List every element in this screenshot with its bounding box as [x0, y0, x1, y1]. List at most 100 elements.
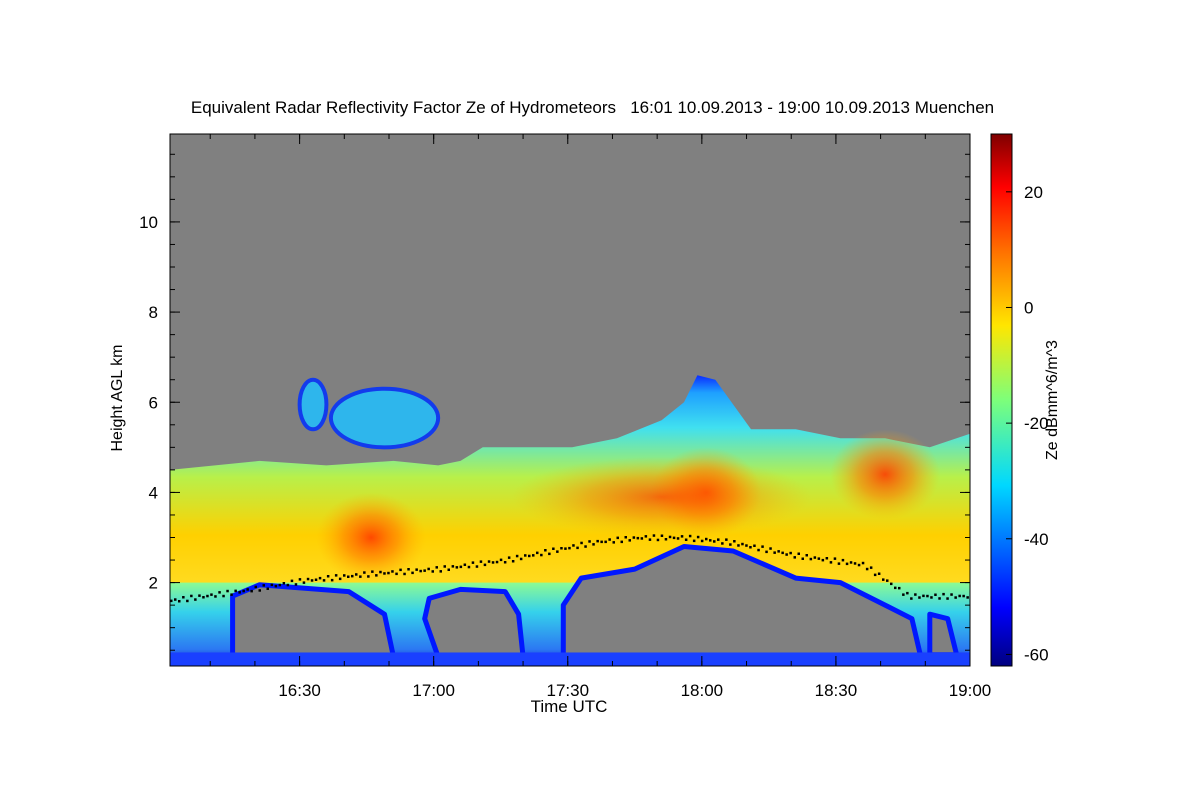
cloud-base-point — [210, 593, 213, 596]
colorbar-tick-label: -20 — [1024, 414, 1049, 433]
surface-clutter — [170, 652, 970, 666]
cloud-base-point — [672, 536, 676, 540]
cloud-base-point — [334, 574, 338, 577]
cloud-base-point — [938, 597, 941, 600]
cloud-base-point — [218, 591, 221, 594]
cloud-base-point — [290, 579, 294, 583]
cloud-base-point — [536, 551, 539, 555]
cloud-base-point — [238, 591, 241, 594]
cloud-base-point — [495, 560, 499, 564]
cloud-base-point — [942, 592, 945, 596]
cloud-base-point — [696, 535, 700, 539]
cloud-base-point — [592, 543, 595, 546]
cloud-base-point — [765, 550, 768, 554]
cloud-base-point — [415, 568, 418, 571]
colorbar-tick-label: -60 — [1024, 645, 1049, 664]
cloud-base-point — [483, 563, 487, 567]
cloud-base-point — [343, 574, 346, 577]
cloud-base-point — [624, 536, 627, 539]
cloud-base-point — [680, 535, 684, 538]
cloud-base-point — [387, 571, 390, 575]
cloud-base-point — [463, 563, 467, 566]
cloud-base-point — [286, 583, 290, 587]
colorbar-tick-label: 0 — [1024, 298, 1033, 317]
cloud-base-point — [363, 571, 366, 574]
colorbar-tick-label: 20 — [1024, 183, 1043, 202]
cloud-base-point — [745, 544, 748, 547]
x-tick-label: 19:00 — [949, 681, 992, 700]
cloud-base-point — [455, 566, 459, 569]
cloud-base-point — [596, 539, 599, 543]
cloud-base-point — [705, 537, 708, 541]
cloud-base-point — [322, 579, 326, 582]
cloud-base-point — [865, 567, 869, 571]
cloud-base-point — [560, 547, 563, 550]
cloud-base-point — [451, 565, 455, 568]
cloud-base-point — [813, 556, 817, 559]
cloud-base-point — [270, 583, 274, 587]
cloud-base-point — [572, 544, 575, 547]
cloud-base-point — [612, 541, 615, 544]
plot-frame — [169, 133, 971, 667]
cloud-base-point — [202, 596, 205, 599]
cloud-base-point — [930, 596, 933, 599]
upper-cloud-fragment — [297, 377, 329, 432]
reflectivity-core — [316, 492, 427, 583]
cloud-base-point — [845, 562, 849, 566]
cloud-base-point — [777, 550, 780, 553]
cloud-base-point — [966, 596, 969, 599]
cloud-base-point — [926, 594, 929, 598]
cloud-base-point — [194, 598, 197, 601]
cloud-base-point — [552, 547, 555, 550]
cloud-base-point — [403, 572, 406, 576]
reflectivity-band — [511, 456, 812, 537]
cloud-base-point — [351, 574, 354, 578]
cloud-base-point — [713, 540, 716, 543]
cloud-base-point — [793, 556, 796, 559]
cloud-base-point — [950, 593, 953, 596]
x-axis-label: Time UTC — [530, 697, 608, 716]
cloud-base-point — [922, 594, 925, 598]
cloud-base-point — [688, 534, 692, 538]
cloud-base-point — [877, 572, 881, 575]
cloud-base-point — [616, 536, 619, 540]
cloud-base-point — [809, 557, 813, 561]
cloud-base-point — [721, 542, 724, 545]
cloud-base-point — [906, 591, 909, 595]
cloud-base-point — [632, 536, 636, 539]
cloud-base-point — [890, 582, 893, 586]
cloud-base-point — [564, 547, 567, 550]
cloud-base-point — [439, 570, 442, 573]
cloud-base-point — [214, 595, 217, 598]
cloud-base-point — [330, 578, 334, 582]
cloud-base-point — [548, 552, 551, 556]
cloud-base-point — [648, 538, 652, 541]
cloud-base-point — [391, 570, 394, 573]
cloud-base-point — [902, 593, 905, 596]
cloud-base-point — [407, 568, 410, 571]
x-tick-label: 17:30 — [546, 681, 589, 700]
cloud-base-point — [644, 535, 648, 538]
cloud-base-point — [170, 599, 173, 603]
cloud-base-point — [829, 561, 833, 564]
colorbar-tick-label: -40 — [1024, 530, 1049, 549]
cloud-base-point — [958, 594, 961, 598]
cloud-base-point — [773, 551, 776, 554]
cloud-base-point — [604, 540, 607, 544]
cloud-base-point — [869, 566, 873, 569]
cloud-base-point — [314, 578, 318, 581]
cloud-base-point — [383, 572, 386, 575]
reflectivity-core — [830, 429, 941, 520]
cloud-base-point — [781, 551, 784, 555]
cloud-base-point — [435, 566, 438, 569]
cloud-base-point — [459, 565, 463, 569]
cloud-base-point — [861, 561, 865, 565]
cloud-base-point — [258, 589, 261, 592]
x-tick-label: 17:00 — [412, 681, 455, 700]
cloud-base-point — [894, 586, 897, 590]
cloud-base-point — [749, 546, 752, 549]
cloud-base-point — [741, 542, 744, 546]
x-tick-label: 16:30 — [278, 681, 321, 700]
cloud-base-point — [475, 565, 479, 568]
cloud-base-point — [250, 589, 253, 593]
